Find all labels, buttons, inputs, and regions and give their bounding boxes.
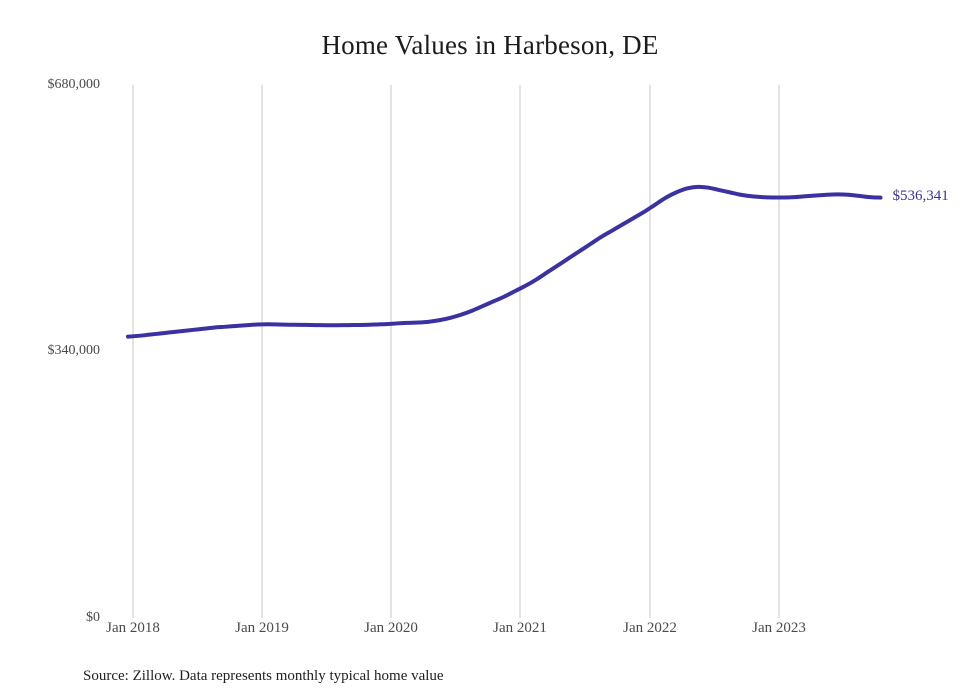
x-axis-tick-label-jan-2020: Jan 2020	[364, 620, 418, 636]
x-axis-tick-label-jan-2019: Jan 2019	[235, 620, 289, 636]
home-value-line-series	[126, 184, 883, 339]
x-axis-tick-label-jan-2022: Jan 2022	[623, 620, 677, 636]
y-axis-tick-label-mid: $340,000	[47, 343, 101, 358]
y-axis-tick-label-bottom: $0	[86, 610, 100, 625]
x-gridlines	[132, 85, 780, 618]
endpoint-value-label: $536,341	[892, 187, 949, 204]
x-axis-tick-label-jan-2021: Jan 2021	[493, 620, 547, 636]
y-axis-tick-label-top: $680,000	[47, 77, 101, 92]
x-axis-tick-label-jan-2018: Jan 2018	[106, 620, 160, 636]
source-note: Source: Zillow. Data represents monthly …	[83, 668, 444, 684]
x-axis-tick-label-jan-2023: Jan 2023	[752, 620, 806, 636]
chart-title: Home Values in Harbeson, DE	[321, 30, 659, 60]
